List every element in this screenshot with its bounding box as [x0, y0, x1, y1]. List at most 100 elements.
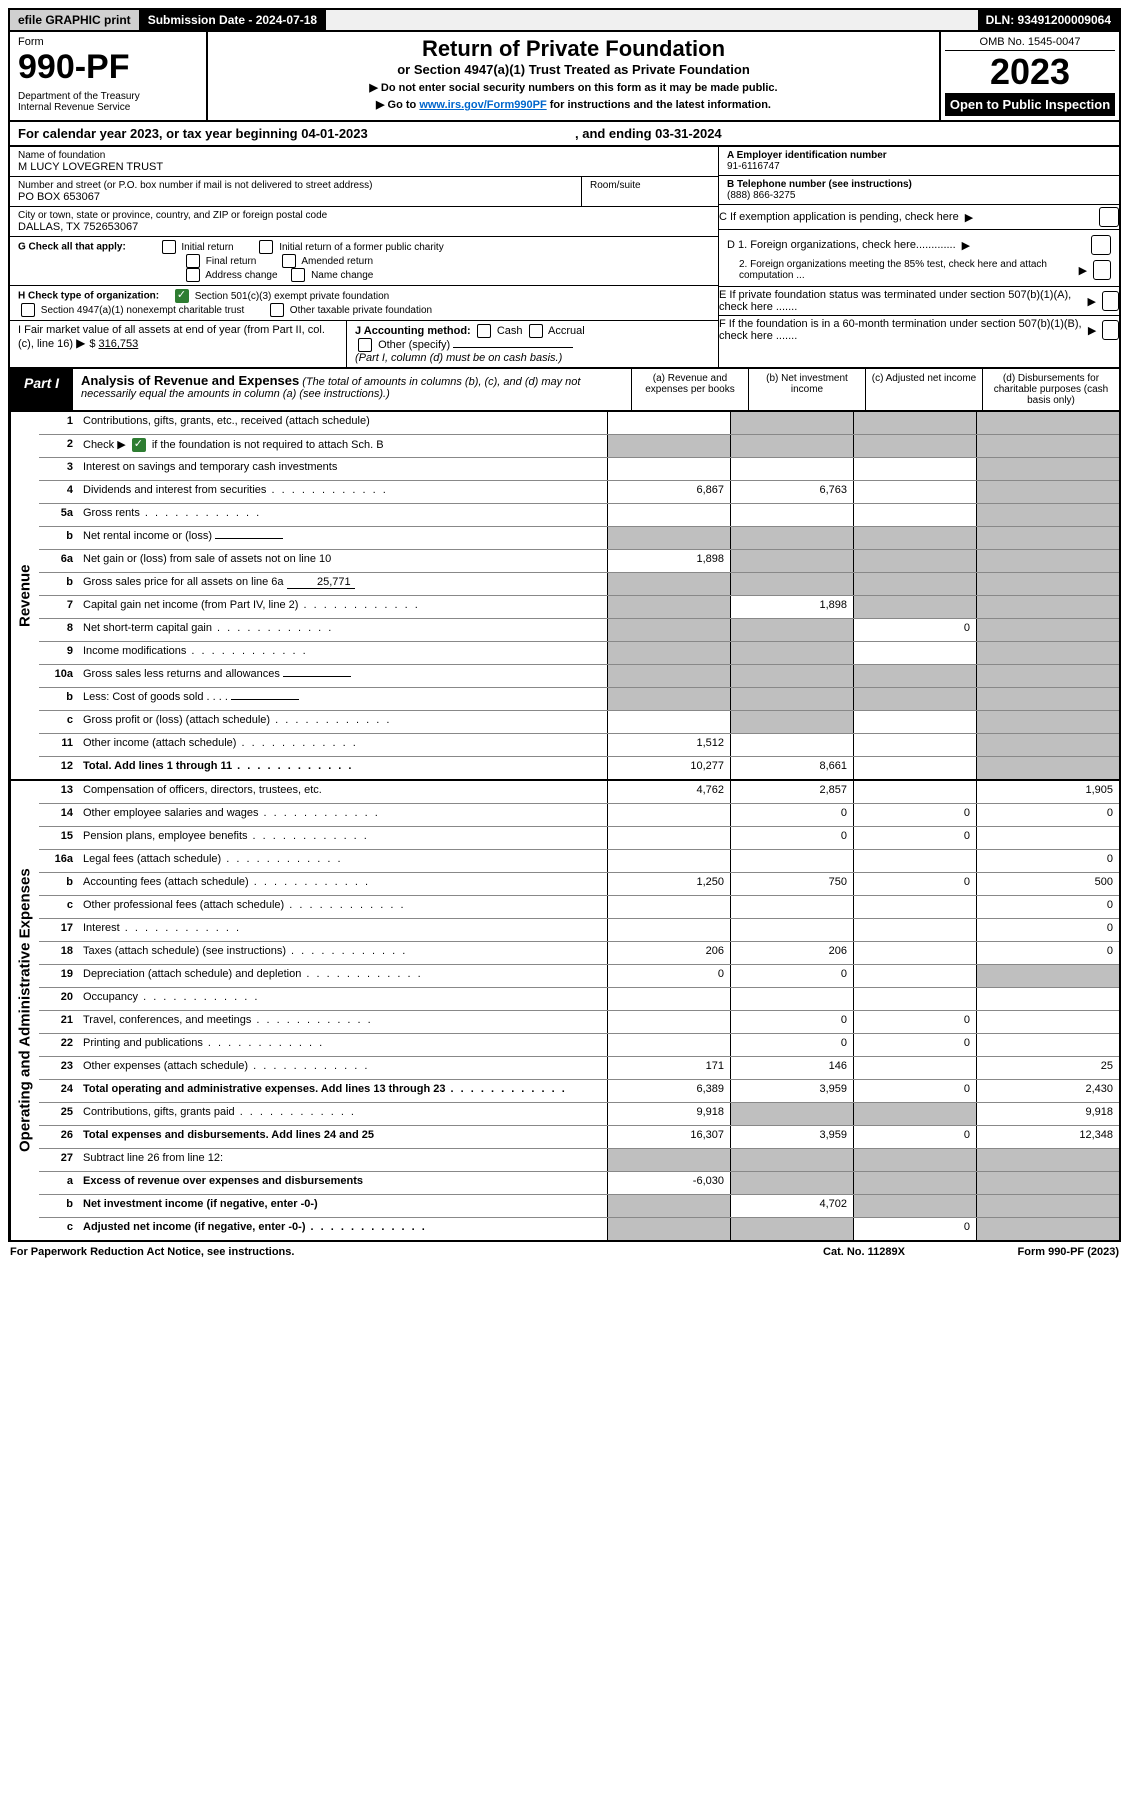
g-opt-1: Initial return of a former public charit… [279, 242, 444, 253]
top-bar: efile GRAPHIC print Submission Date - 20… [8, 8, 1121, 32]
phone-cell: B Telephone number (see instructions) (8… [719, 176, 1119, 205]
phone-label: B Telephone number (see instructions) [727, 179, 912, 190]
part1-desc: Analysis of Revenue and Expenses (The to… [73, 369, 631, 410]
g-label: G Check all that apply: [18, 242, 126, 253]
name-label: Name of foundation [18, 150, 710, 161]
table-row: bLess: Cost of goods sold . . . . [39, 688, 1119, 711]
cal-pre: For calendar year 2023, or tax year begi… [18, 126, 301, 141]
j-opt-2: Other (specify) [378, 339, 450, 351]
header-right: OMB No. 1545-0047 2023 Open to Public In… [939, 32, 1119, 120]
cal-begin: 04-01-2023 [301, 126, 368, 141]
revenue-rows: 1Contributions, gifts, grants, etc., rec… [39, 412, 1119, 779]
omb-label: OMB No. 1545-0047 [945, 36, 1115, 51]
checkbox-initial[interactable] [162, 240, 176, 254]
table-row: 22Printing and publications00 [39, 1034, 1119, 1057]
page-footer: For Paperwork Reduction Act Notice, see … [8, 1242, 1121, 1262]
checkbox-amended[interactable] [282, 254, 296, 268]
inline-amount [231, 699, 299, 700]
entity-left: Name of foundation M LUCY LOVEGREN TRUST… [10, 147, 718, 367]
expenses-rows: 13Compensation of officers, directors, t… [39, 781, 1119, 1240]
arrow-icon: ▶ [1079, 264, 1087, 277]
table-row: 13Compensation of officers, directors, t… [39, 781, 1119, 804]
checkbox-schb[interactable] [132, 438, 146, 452]
table-row: 3Interest on savings and temporary cash … [39, 458, 1119, 481]
checkbox-name-change[interactable] [291, 268, 305, 282]
checkbox-other-method[interactable] [358, 338, 372, 352]
table-row: 12Total. Add lines 1 through 1110,2778,6… [39, 757, 1119, 779]
open-inspection: Open to Public Inspection [945, 93, 1115, 116]
header-center: Return of Private Foundation or Section … [208, 32, 939, 120]
table-row: 26Total expenses and disbursements. Add … [39, 1126, 1119, 1149]
table-row: 23Other expenses (attach schedule)171146… [39, 1057, 1119, 1080]
c-label: C If exemption application is pending, c… [719, 211, 959, 223]
inline-amount [283, 676, 351, 677]
checkbox-cash[interactable] [477, 324, 491, 338]
f-cell: F If the foundation is in a 60-month ter… [719, 316, 1119, 344]
col-a-header: (a) Revenue and expenses per books [631, 369, 748, 410]
checkbox-501c3[interactable] [175, 289, 189, 303]
table-row: 4Dividends and interest from securities6… [39, 481, 1119, 504]
ein-value: 91-6116747 [727, 161, 780, 172]
calendar-row: For calendar year 2023, or tax year begi… [8, 122, 1121, 147]
cal-end: 03-31-2024 [655, 126, 722, 141]
ij-row: I Fair market value of all assets at end… [10, 321, 718, 367]
checkbox-accrual[interactable] [529, 324, 543, 338]
room-label: Room/suite [590, 180, 710, 191]
table-row: 21Travel, conferences, and meetings00 [39, 1011, 1119, 1034]
table-row: 15Pension plans, employee benefits00 [39, 827, 1119, 850]
c-cell: C If exemption application is pending, c… [719, 205, 1119, 230]
ein-label: A Employer identification number [727, 150, 887, 161]
table-row: 8Net short-term capital gain0 [39, 619, 1119, 642]
table-row: 19Depreciation (attach schedule) and dep… [39, 965, 1119, 988]
dept-label: Department of the Treasury Internal Reve… [18, 91, 198, 113]
part1-header: Part I Analysis of Revenue and Expenses … [8, 369, 1121, 412]
arrow-icon: ▶ [1087, 295, 1095, 308]
table-row: 17Interest0 [39, 919, 1119, 942]
table-row: 25Contributions, gifts, grants paid9,918… [39, 1103, 1119, 1126]
foundation-name: M LUCY LOVEGREN TRUST [18, 161, 710, 173]
checkbox-other-taxable[interactable] [270, 303, 284, 317]
table-row: 10aGross sales less returns and allowanc… [39, 665, 1119, 688]
fmv-value: 316,753 [99, 338, 139, 350]
table-row: 24Total operating and administrative exp… [39, 1080, 1119, 1103]
checkbox-4947[interactable] [21, 303, 35, 317]
table-row: 16aLegal fees (attach schedule)0 [39, 850, 1119, 873]
form-note-1: ▶ Do not enter social security numbers o… [216, 81, 931, 94]
e-label: E If private foundation status was termi… [719, 289, 1081, 313]
checkbox-d2[interactable] [1093, 260, 1111, 280]
expenses-side-label: Operating and Administrative Expenses [10, 781, 39, 1240]
table-row: 27Subtract line 26 from line 12: [39, 1149, 1119, 1172]
form-link[interactable]: www.irs.gov/Form990PF [419, 99, 546, 111]
j-note: (Part I, column (d) must be on cash basi… [355, 352, 562, 364]
checkbox-address-change[interactable] [186, 268, 200, 282]
table-row: bNet investment income (if negative, ent… [39, 1195, 1119, 1218]
d2-label: 2. Foreign organizations meeting the 85%… [727, 259, 1073, 281]
inline-amount [215, 538, 283, 539]
arrow-icon: ▶ [1088, 324, 1096, 337]
ein-cell: A Employer identification number 91-6116… [719, 147, 1119, 176]
arrow-icon: ▶ [965, 211, 973, 224]
checkbox-f[interactable] [1102, 320, 1119, 340]
col-d-header: (d) Disbursements for charitable purpose… [982, 369, 1119, 410]
revenue-table: Revenue 1Contributions, gifts, grants, e… [8, 412, 1121, 781]
checkbox-d1[interactable] [1091, 235, 1111, 255]
table-row: bGross sales price for all assets on lin… [39, 573, 1119, 596]
table-row: cOther professional fees (attach schedul… [39, 896, 1119, 919]
f-label: F If the foundation is in a 60-month ter… [719, 318, 1082, 342]
footer-left: For Paperwork Reduction Act Notice, see … [10, 1246, 789, 1258]
table-row: bNet rental income or (loss) [39, 527, 1119, 550]
footer-mid: Cat. No. 11289X [789, 1246, 939, 1258]
checkbox-final[interactable] [186, 254, 200, 268]
checkbox-initial-former[interactable] [259, 240, 273, 254]
col-c-header: (c) Adjusted net income [865, 369, 982, 410]
city-label: City or town, state or province, country… [18, 210, 710, 221]
cal-mid: , and ending [575, 126, 655, 141]
expenses-table: Operating and Administrative Expenses 13… [8, 781, 1121, 1242]
checkbox-e[interactable] [1102, 291, 1119, 311]
j-opt-1: Accrual [548, 325, 585, 337]
checkbox-c[interactable] [1099, 207, 1119, 227]
table-row: 6aNet gain or (loss) from sale of assets… [39, 550, 1119, 573]
addr-label: Number and street (or P.O. box number if… [18, 180, 573, 191]
part1-label: Part I [10, 369, 73, 410]
g-opt-4: Address change [205, 270, 277, 281]
